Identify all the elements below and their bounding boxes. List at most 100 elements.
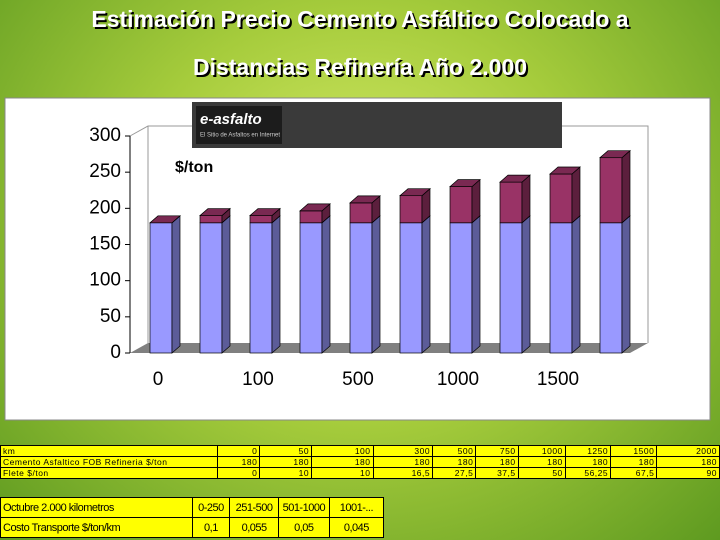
table-cell: 67,5 (610, 467, 658, 479)
y-tick-label: 0 (110, 342, 121, 363)
table-cell: Cemento Asfaltico FOB Refineria $/ton (0, 456, 219, 468)
table-cell: 2000 (656, 445, 720, 457)
y-tick-label: 250 (89, 161, 121, 182)
table-cell: 750 (475, 445, 519, 457)
table-cell: 37,5 (475, 467, 519, 479)
cost-table: Octubre 2.000 kilometros 0-250 251-500 501-… (0, 497, 385, 538)
bar-segment (449, 222, 473, 354)
x-tick-label: 0 (153, 369, 164, 390)
x-tick-label: 1000 (437, 369, 479, 390)
table-row: Flete $/ton 0 10 10 16,5 27,5 37,5 50 56,25 67,5 9… (0, 467, 720, 479)
bar-top (349, 195, 381, 204)
table-cell: Flete $/ton (0, 467, 219, 479)
bar-segment (599, 222, 623, 354)
table-cell: 180 (475, 456, 519, 468)
y-tick-label: 150 (89, 234, 121, 255)
bar-side (621, 215, 631, 354)
bar-side (371, 215, 381, 354)
bar-segment (599, 157, 623, 224)
table-cell: 1000 (517, 445, 566, 457)
x-tick-label: 100 (242, 369, 274, 390)
y-axis-label: $/ton (175, 159, 213, 176)
bar-segment (499, 181, 523, 224)
table-row: Octubre 2.000 kilometros 0-250 251-500 501-… (0, 497, 385, 518)
bar-segment (299, 222, 323, 354)
table-cell: 300 (372, 445, 434, 457)
table-cell: 0,1 (191, 517, 231, 538)
data-table: km 0 50 100 300 500 750 1000 1250 1500 2000 Cemento… (0, 445, 720, 479)
table-cell: 180 (217, 456, 261, 468)
bar-side (221, 215, 231, 354)
bar-segment (349, 202, 373, 224)
bar-segment (349, 222, 373, 354)
logo-badge (196, 106, 282, 144)
bar-side (171, 215, 181, 354)
bar-top (499, 174, 531, 183)
y-tick-label: 200 (89, 197, 121, 218)
bar-side (571, 166, 581, 224)
table-cell: 0-250 (191, 497, 231, 518)
bar-top (449, 179, 481, 187)
bar-segment (249, 222, 273, 354)
table-cell: 251-500 (229, 497, 279, 518)
logo-tagline: El Sitio de Asfaltos en Internet (200, 133, 280, 139)
table-cell: 1001-... (328, 497, 385, 518)
bar-segment (399, 222, 423, 354)
table-row: Cemento Asfaltico FOB Refineria $/ton 180… (0, 456, 720, 468)
bar-side (471, 178, 481, 224)
bar-segment (249, 215, 273, 224)
bar-segment (199, 222, 223, 354)
bar-segment (549, 173, 573, 224)
bar-side (271, 215, 281, 354)
bar-top (299, 203, 331, 212)
table-cell: 0 (217, 467, 261, 479)
bar-top (549, 166, 581, 175)
table-cell: 180 (372, 456, 434, 468)
table-cell: 1500 (610, 445, 658, 457)
table-cell: 180 (432, 456, 477, 468)
table-cell: Octubre 2.000 kilometros (0, 497, 193, 518)
table-cell: 180 (564, 456, 612, 468)
bar-segment (199, 215, 223, 224)
bar-segment (399, 195, 423, 224)
x-tick-label: 1500 (537, 369, 579, 390)
y-tick-label: 100 (89, 270, 121, 291)
bar-side (471, 215, 481, 354)
table-cell: 180 (656, 456, 720, 468)
bar-side (421, 215, 431, 354)
title-line: Estimación Precio Cemento Asfáltico Colo… (91, 6, 629, 32)
table-cell: 56,25 (564, 467, 612, 479)
table-cell: 10 (311, 467, 374, 479)
bar-side (521, 215, 531, 354)
bar-top (249, 208, 281, 216)
bar-side (571, 215, 581, 354)
table-cell: 1250 (564, 445, 612, 457)
bar-segment (549, 222, 573, 354)
table-cell: 0 (217, 445, 261, 457)
table-cell: 10 (259, 467, 313, 479)
table-cell: 0,055 (229, 517, 279, 538)
bar-segment (449, 186, 473, 224)
bar-top (149, 215, 181, 224)
bar-segment (149, 222, 173, 354)
table-cell: 90 (656, 467, 720, 479)
logo-name: e-asfalto (200, 111, 262, 128)
bar-top (199, 208, 231, 216)
y-tick-label: 300 (89, 125, 121, 146)
table-row: Costo Transporte $/ton/km 0,1 0,055 0,05 0,0… (0, 517, 385, 538)
x-tick-label: 500 (342, 369, 374, 390)
table-cell: 501-1000 (277, 497, 330, 518)
table-cell: 500 (432, 445, 477, 457)
bar-side (521, 174, 531, 224)
table-cell: 27,5 (432, 467, 477, 479)
table-cell: 0,045 (328, 517, 385, 538)
table-cell: 100 (311, 445, 374, 457)
table-row: km 0 50 100 300 500 750 1000 1250 1500 2000 (0, 445, 720, 457)
bar-top (599, 150, 631, 159)
table-cell: 180 (517, 456, 566, 468)
table-cell: 180 (610, 456, 658, 468)
table-cell: 16,5 (372, 467, 434, 479)
title-line: Distancias Refinería Año 2.000 (192, 54, 528, 80)
table-cell: 180 (311, 456, 374, 468)
